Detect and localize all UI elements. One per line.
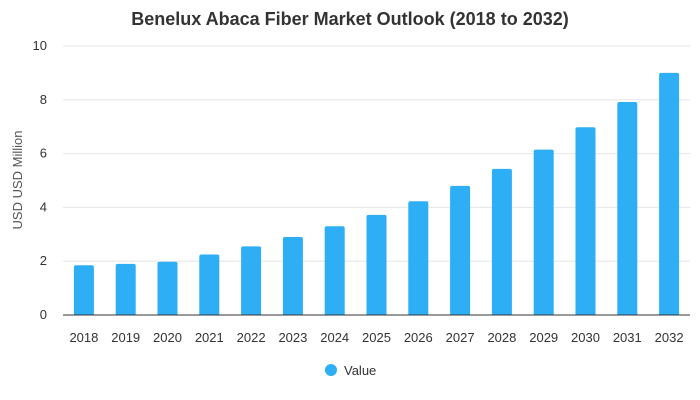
legend-marker-icon — [325, 364, 337, 376]
bar-2025[interactable] — [366, 214, 387, 315]
x-tick-label: 2031 — [613, 330, 642, 345]
x-tick-label: 2026 — [404, 330, 433, 345]
x-tick-label: 2024 — [320, 330, 349, 345]
x-tick-label: 2021 — [195, 330, 224, 345]
bar-2028[interactable] — [491, 168, 512, 315]
bar-2018[interactable] — [73, 265, 94, 315]
bar-2021[interactable] — [199, 254, 220, 315]
y-tick-label: 8 — [40, 92, 47, 107]
legend-label: Value — [344, 363, 376, 378]
x-tick-label: 2022 — [237, 330, 266, 345]
y-tick-label: 2 — [40, 253, 47, 268]
x-tick-label: 2032 — [655, 330, 684, 345]
x-tick-label: 2019 — [111, 330, 140, 345]
bar-2019[interactable] — [115, 263, 136, 315]
x-tick-label: 2028 — [487, 330, 516, 345]
x-tick-label: 2030 — [571, 330, 600, 345]
x-tick-label: 2018 — [69, 330, 98, 345]
chart-title: Benelux Abaca Fiber Market Outlook (2018… — [131, 9, 568, 29]
bar-2029[interactable] — [533, 149, 554, 315]
y-tick-label: 4 — [40, 199, 47, 214]
bar-2022[interactable] — [241, 246, 262, 315]
y-tick-label: 0 — [40, 307, 47, 322]
y-tick-label: 10 — [33, 38, 47, 53]
x-tick-label: 2025 — [362, 330, 391, 345]
bar-2024[interactable] — [324, 226, 345, 315]
x-tick-label: 2023 — [278, 330, 307, 345]
bar-2023[interactable] — [282, 236, 303, 315]
y-axis-ticks: 0 2 4 6 8 10 — [33, 38, 47, 322]
x-tick-label: 2020 — [153, 330, 182, 345]
y-axis-title: USD USD Million — [10, 131, 25, 230]
bar-2020[interactable] — [157, 261, 178, 315]
bar-2032[interactable] — [659, 72, 680, 316]
bar-2031[interactable] — [617, 101, 638, 316]
bar-2030[interactable] — [575, 127, 596, 315]
x-tick-label: 2029 — [529, 330, 558, 345]
legend[interactable]: Value — [325, 363, 376, 378]
x-tick-label: 2027 — [446, 330, 475, 345]
y-tick-label: 6 — [40, 146, 47, 161]
bars — [73, 72, 680, 316]
bar-2027[interactable] — [450, 185, 471, 315]
x-axis-ticks: 2018 2019 2020 2021 2022 2023 2024 2025 2026 2027… — [69, 330, 683, 345]
bar-2026[interactable] — [408, 201, 429, 315]
